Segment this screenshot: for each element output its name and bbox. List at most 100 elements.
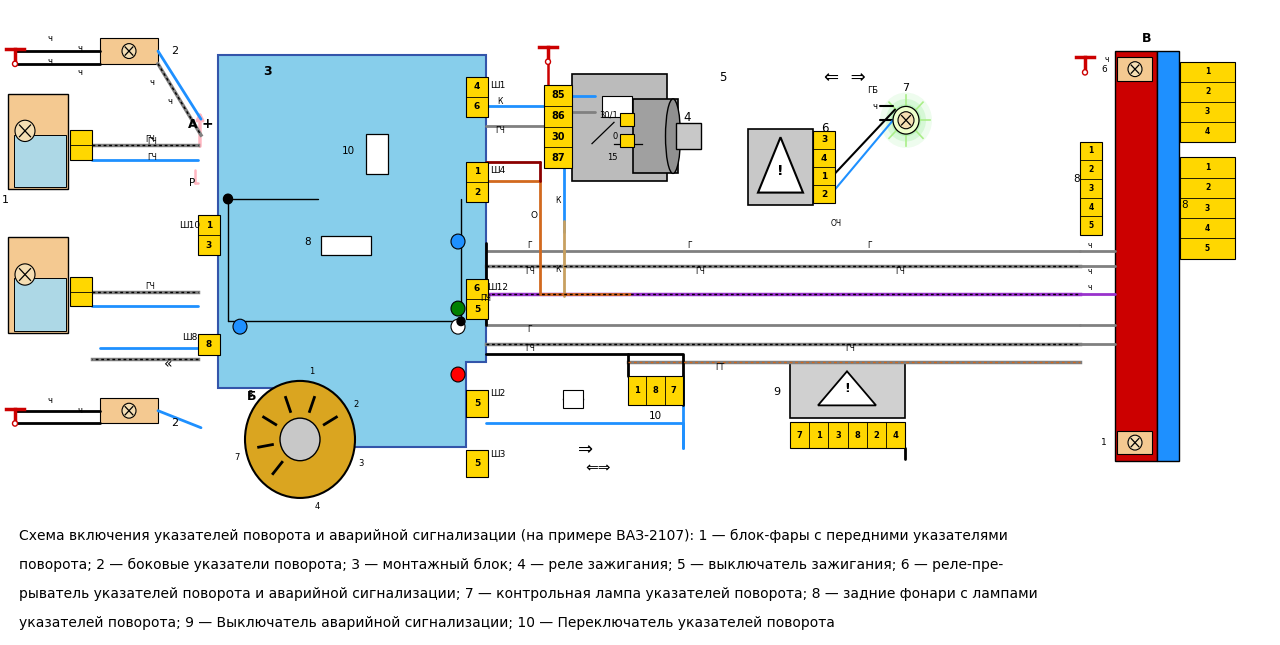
Text: ч: ч (47, 57, 52, 66)
Text: Б: Б (247, 390, 257, 403)
Bar (466, 162, 488, 202)
Text: ГЧ: ГЧ (145, 135, 155, 144)
Bar (634, 99, 678, 174)
Text: 10: 10 (342, 146, 355, 156)
Bar (1180, 62, 1235, 141)
Circle shape (893, 106, 919, 134)
Circle shape (244, 381, 355, 498)
Text: 9: 9 (773, 386, 780, 397)
Text: 7: 7 (902, 83, 910, 94)
Circle shape (457, 317, 465, 326)
Text: 2: 2 (172, 46, 179, 56)
Text: 2: 2 (873, 431, 879, 440)
Text: 5: 5 (474, 399, 480, 408)
Text: !: ! (844, 382, 850, 395)
Text: 3: 3 (264, 64, 273, 78)
Text: !: ! (777, 164, 783, 178)
Text: ч: ч (873, 102, 878, 111)
Text: 85: 85 (552, 90, 564, 101)
Text: 5: 5 (1088, 221, 1093, 230)
Text: 5: 5 (474, 459, 480, 468)
Text: Схема включения указателей поворота и аварийной сигнализации (на примере ВАЗ-210: Схема включения указателей поворота и ав… (19, 529, 1009, 543)
Text: 1: 1 (1204, 163, 1210, 172)
Text: 2: 2 (172, 419, 179, 428)
Circle shape (891, 104, 922, 136)
Text: 8: 8 (653, 386, 658, 395)
Text: 1: 1 (308, 367, 314, 376)
Circle shape (15, 264, 35, 285)
Text: 6: 6 (822, 123, 828, 135)
Text: Г: Г (527, 241, 532, 250)
Bar (1080, 141, 1102, 235)
Bar (466, 450, 488, 477)
Text: Г: Г (527, 325, 532, 334)
Bar (1157, 51, 1179, 461)
Text: К: К (498, 97, 503, 106)
Text: 1: 1 (820, 172, 827, 181)
Text: 8: 8 (1074, 174, 1080, 184)
Bar (70, 277, 92, 306)
Text: 1: 1 (474, 167, 480, 176)
Text: ГЧ: ГЧ (695, 267, 705, 276)
Bar (1180, 157, 1235, 259)
Text: ГТ: ГТ (716, 362, 724, 372)
Text: 3: 3 (1204, 204, 1210, 212)
Text: 3: 3 (206, 241, 212, 250)
Text: К: К (556, 264, 561, 273)
Text: ГЧ: ГЧ (147, 137, 157, 146)
Circle shape (233, 319, 247, 334)
Circle shape (122, 44, 136, 59)
Circle shape (280, 418, 320, 461)
Text: 6: 6 (474, 284, 480, 293)
Text: 5: 5 (474, 304, 480, 313)
Text: ⇐  ⇒: ⇐ ⇒ (824, 68, 865, 86)
Bar (70, 130, 92, 159)
Text: 4: 4 (684, 110, 691, 124)
Text: ч: ч (1105, 55, 1110, 64)
Bar (813, 131, 835, 203)
Text: ч: ч (1088, 241, 1092, 250)
Bar (563, 390, 582, 408)
Text: 1: 1 (1204, 67, 1210, 76)
Bar (676, 123, 701, 149)
Text: Г: Г (868, 241, 872, 250)
Text: 3: 3 (1088, 184, 1093, 193)
Text: 0: 0 (613, 132, 618, 141)
Text: ГЧ: ГЧ (525, 344, 535, 353)
Text: ч: ч (168, 97, 173, 106)
Text: 30: 30 (552, 132, 564, 142)
Text: 8: 8 (854, 431, 860, 440)
Circle shape (899, 112, 914, 129)
Bar (466, 77, 488, 117)
Text: Ш12: Ш12 (488, 283, 508, 292)
Text: 5: 5 (719, 71, 727, 84)
Text: 3: 3 (1204, 107, 1210, 116)
Text: 1: 1 (206, 221, 212, 230)
Bar (366, 134, 388, 175)
Circle shape (13, 61, 18, 66)
Bar (620, 113, 634, 126)
Text: указателей поворота; 9 — Выключатель аварийной сигнализации; 10 — Переключатель : указателей поворота; 9 — Выключатель ава… (19, 616, 835, 630)
Text: 87: 87 (552, 153, 564, 163)
Bar (544, 85, 572, 168)
Text: 8: 8 (1181, 201, 1188, 210)
Text: 2: 2 (353, 401, 358, 410)
Text: ОЧ: ОЧ (831, 219, 841, 228)
Text: 1: 1 (815, 431, 822, 440)
Text: «: « (164, 357, 173, 371)
Polygon shape (758, 137, 803, 193)
Text: 2: 2 (1088, 165, 1093, 174)
Text: ГЧ: ГЧ (145, 282, 155, 291)
Bar (1117, 431, 1152, 454)
Text: Ш1: Ш1 (490, 81, 506, 90)
Text: 3: 3 (358, 459, 364, 468)
Text: 7: 7 (234, 453, 239, 462)
Text: ГЧ: ГЧ (895, 267, 905, 276)
Text: 3: 3 (835, 431, 841, 440)
Text: 86: 86 (552, 111, 564, 121)
Text: В: В (1142, 32, 1152, 45)
Circle shape (15, 120, 35, 141)
Bar (790, 422, 905, 448)
Text: 2: 2 (474, 188, 480, 197)
Text: 4: 4 (314, 502, 320, 511)
